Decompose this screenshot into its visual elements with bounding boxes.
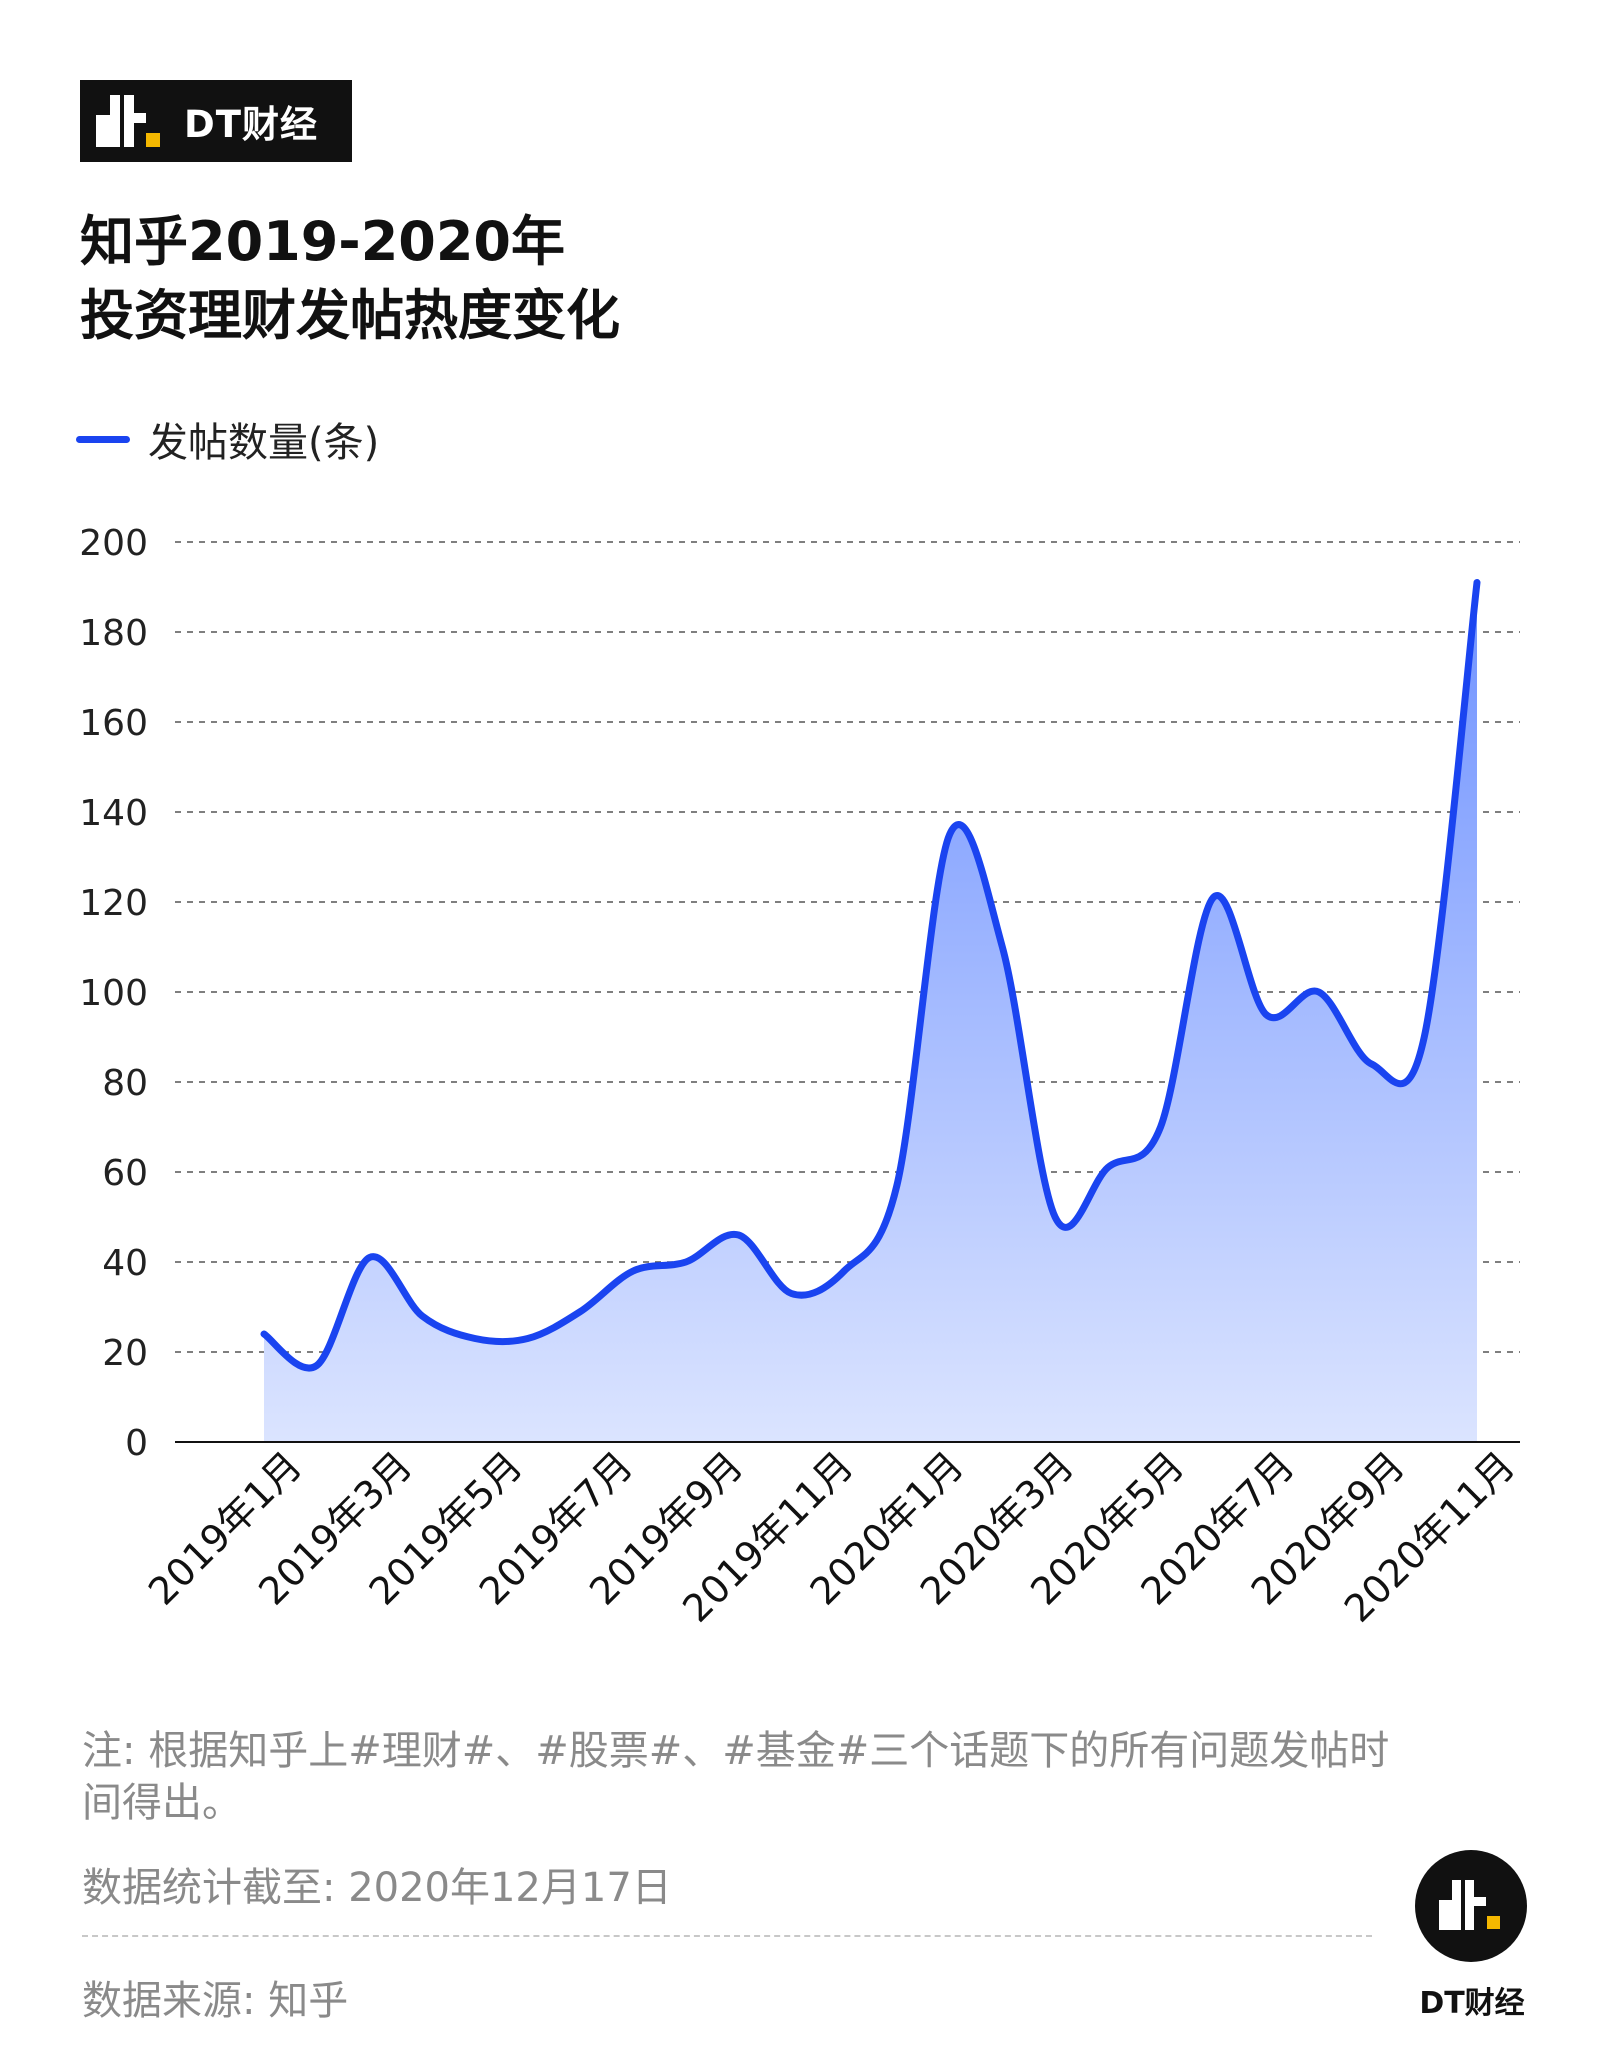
y-tick-label: 160 [79,703,148,744]
area-fill [264,582,1477,1442]
y-tick-label: 120 [79,883,148,924]
y-tick-label: 180 [79,613,148,654]
y-tick-label: 40 [102,1243,148,1284]
y-tick-label: 0 [125,1423,148,1464]
footer-divider [82,1935,1372,1937]
y-tick-label: 60 [102,1153,148,1194]
chart-legend: 发帖数量(条) [76,410,379,468]
chart-note: 注: 根据知乎上#理财#、#股票#、#基金#三个话题下的所有问题发帖时间得出。 [82,1728,1390,1826]
chart-title-line2: 投资理财发帖热度变化 [80,284,620,347]
area-chart: 0204060801001201401601802002019年1月2019年3… [79,523,1523,1631]
legend-line-swatch [76,435,130,443]
dt-logo-icon [96,95,164,147]
legend-label: 发帖数量(条) [148,420,380,466]
y-tick-label: 100 [79,973,148,1014]
y-tick-label: 20 [102,1333,148,1374]
brand-logo: DT财经 [80,80,352,162]
y-tick-label: 140 [79,793,148,834]
series-line [260,579,1481,1372]
data-source: 数据来源: 知乎 [82,1978,349,2024]
brand-name: DT财经 [184,103,318,146]
dt-badge-icon [1415,1850,1527,1962]
chart-title-line1: 知乎2019-2020年 [80,210,565,273]
chart-title: 知乎2019-2020年 投资理财发帖热度变化 [80,205,620,353]
y-tick-label: 200 [79,523,148,564]
data-cutoff-date: 数据统计截至: 2020年12月17日 [82,1865,672,1911]
badge-brand-name: DT财经 [1419,1986,1525,2021]
y-tick-label: 80 [102,1063,148,1104]
